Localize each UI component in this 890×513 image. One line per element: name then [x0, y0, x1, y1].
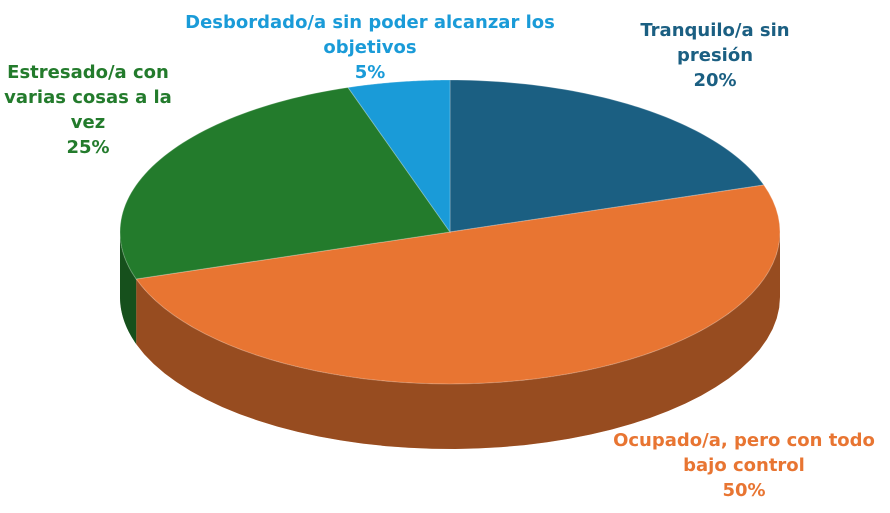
slice-side-shade	[120, 232, 137, 344]
slice	[347, 79, 451, 234]
slice-side	[136, 232, 780, 449]
category-label: Tranquilo/a sin presión	[640, 20, 790, 66]
value-label: 25%	[66, 137, 110, 158]
value-label: 20%	[693, 70, 737, 91]
slice-side-shade	[136, 232, 780, 449]
category-label: Ocupado/a, pero con todo bajo control	[613, 430, 875, 476]
category-label: Desbordado/a sin poder alcanzar los obje…	[185, 12, 555, 58]
slice-label: Desbordado/a sin poder alcanzar los obje…	[160, 10, 580, 85]
category-label: Estresado/a con varias cosas a la vez	[4, 62, 172, 133]
value-label: 50%	[722, 480, 766, 501]
slice	[119, 86, 451, 280]
value-label: 5%	[354, 62, 386, 83]
slice-label: Estresado/a con varias cosas a la vez 25…	[0, 60, 176, 160]
slice	[135, 184, 781, 385]
slice-label: Ocupado/a, pero con todo bajo control 50…	[598, 428, 890, 503]
slice	[449, 79, 765, 233]
slice-label: Tranquilo/a sin presión 20%	[620, 18, 810, 93]
slice-side	[120, 232, 137, 344]
